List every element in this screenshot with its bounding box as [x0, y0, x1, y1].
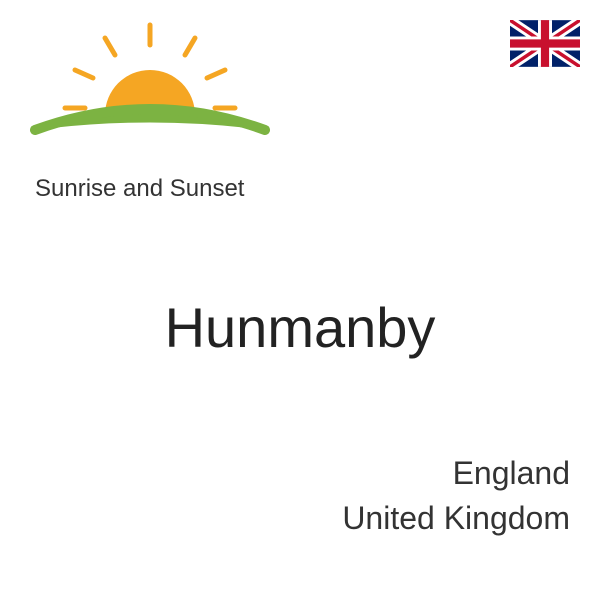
region-name: England: [453, 455, 570, 492]
country-name: United Kingdom: [342, 500, 570, 537]
sunrise-logo-icon: [30, 20, 270, 160]
city-name: Hunmanby: [0, 295, 600, 360]
uk-flag-icon: [510, 20, 580, 67]
logo-text: Sunrise and Sunset: [35, 175, 244, 203]
logo-container: Sunrise and Sunset: [30, 20, 270, 180]
